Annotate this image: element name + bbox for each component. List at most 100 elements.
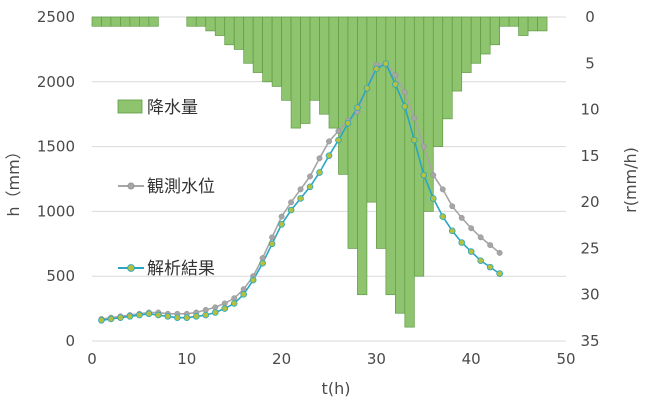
observed-point <box>335 128 342 134</box>
analysis-point <box>145 310 153 318</box>
observed-point <box>307 173 313 180</box>
observed-point <box>496 249 503 256</box>
observed-point <box>439 186 446 193</box>
rainfall-bar <box>91 16 102 27</box>
rainfall-bar <box>290 16 301 129</box>
analysis-point <box>278 221 285 228</box>
observed-point <box>288 199 295 206</box>
y-right-tick-label: 0 <box>585 8 595 26</box>
analysis-point <box>107 315 115 323</box>
axes: 0 500 1000 1500 2000 2500 0 5 10 15 20 25 30 35 0 10 20 3… <box>37 8 600 368</box>
legend-marker-observed <box>127 182 135 190</box>
rainfall-bar <box>186 16 197 27</box>
y-left-tick-label: 500 <box>46 267 75 285</box>
rainfall-bar <box>120 16 131 27</box>
observed-point <box>326 138 332 145</box>
y-right-tick-label: 20 <box>580 193 599 211</box>
rainfall-bar <box>319 16 330 115</box>
rainfall-bar <box>395 16 406 314</box>
rainfall-bar <box>252 16 263 73</box>
observed-point <box>278 213 285 220</box>
rainfall-bar <box>451 16 463 92</box>
analysis-point <box>126 313 134 320</box>
observed-point <box>487 242 494 249</box>
analysis-point <box>164 313 172 320</box>
rainfall-bars <box>91 16 548 328</box>
rainfall-bar <box>139 16 150 27</box>
rainfall-bar <box>480 16 491 55</box>
x-tick-label: 50 <box>556 350 575 368</box>
analysis-point <box>363 84 371 92</box>
rainfall-bar <box>376 16 387 249</box>
x-tick-label: 30 <box>367 350 386 368</box>
rainfall-bar <box>347 16 358 249</box>
analysis-point <box>174 314 181 321</box>
y-left-tick-label: 2000 <box>37 73 75 91</box>
rainfall-bar <box>129 16 140 27</box>
rainfall-bar <box>300 16 311 124</box>
analysis-point <box>192 313 200 320</box>
observed-point <box>458 214 465 221</box>
analysis-point <box>420 171 428 179</box>
rainfall-bar <box>432 16 444 147</box>
observed-point <box>468 225 475 232</box>
rainfall-bar <box>214 16 226 36</box>
analysis-point <box>325 152 333 159</box>
analysis-point <box>382 60 390 67</box>
y-left-tick-label: 2500 <box>37 8 75 26</box>
analysis-point <box>477 257 484 264</box>
y-left-tick-label: 0 <box>65 332 75 350</box>
legend: 降水量 観測水位 解析結果 <box>117 98 215 279</box>
y-right-tick-label: 10 <box>580 101 599 119</box>
analysis-point <box>316 169 323 176</box>
analysis-point <box>202 311 210 319</box>
analysis-point <box>240 291 247 298</box>
rainfall-bar <box>366 16 377 203</box>
rainfall-bar <box>271 16 282 87</box>
observed-point <box>297 186 304 193</box>
analysis-point <box>259 259 266 267</box>
observed-point <box>430 172 437 179</box>
water-level-lines <box>98 60 503 324</box>
rainfall-bar <box>527 16 538 32</box>
analysis-point <box>249 276 257 284</box>
y-right-axis-title: r(mm/h) <box>621 147 640 213</box>
rainfall-bar <box>195 16 207 27</box>
observed-point <box>316 155 323 162</box>
rainfall-bar <box>423 16 434 212</box>
rainfall-bar <box>148 16 159 27</box>
rainfall-bar <box>461 16 472 73</box>
analysis-point <box>496 270 503 277</box>
rainfall-bar <box>328 16 339 129</box>
rainfall-bar <box>442 16 453 120</box>
analysis-point <box>335 136 342 144</box>
analysis-point <box>458 239 466 246</box>
analysis-point <box>373 65 380 73</box>
x-axis-title: t(h) <box>322 379 351 398</box>
rainfall-bar <box>385 16 396 296</box>
x-tick-label: 10 <box>177 350 196 368</box>
y-right-tick-label: 35 <box>580 332 599 350</box>
analysis-point <box>401 103 409 110</box>
analysis-point <box>344 119 352 127</box>
rainfall-bar <box>499 16 510 27</box>
rainfall-bar <box>489 16 500 46</box>
y-left-tick-label: 1000 <box>37 202 75 220</box>
observed-point <box>420 143 427 150</box>
analysis-point <box>392 81 399 88</box>
rainfall-bar <box>518 16 529 36</box>
observed-point <box>477 234 484 241</box>
observed-point <box>449 203 456 210</box>
y-right-tick-label: 25 <box>580 239 599 257</box>
legend-label-analysis: 解析結果 <box>147 259 215 279</box>
legend-marker-analysis <box>127 264 135 272</box>
y-right-tick-label: 30 <box>580 286 599 304</box>
analysis-point <box>183 314 191 321</box>
legend-label-observed: 観測水位 <box>147 177 215 197</box>
rainfall-bar <box>281 16 292 101</box>
y-right-tick-label: 15 <box>580 147 599 165</box>
rainfall-bar <box>205 16 216 32</box>
analysis-point <box>98 316 105 324</box>
analysis-point <box>287 206 295 214</box>
